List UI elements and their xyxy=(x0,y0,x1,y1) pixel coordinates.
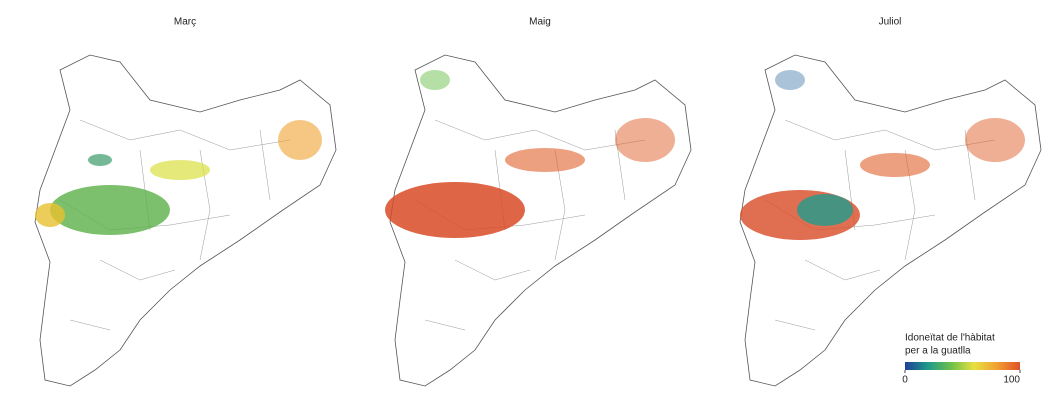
habitat-area xyxy=(385,182,525,238)
habitat-area xyxy=(775,70,805,90)
habitat-area xyxy=(35,203,65,227)
legend-title: Idoneïtat de l'hàbitat xyxy=(905,333,995,344)
legend: Idoneïtat de l'hàbitat per a la guatlla 0 1… xyxy=(902,333,1021,386)
legend-tick-label: 100 xyxy=(1003,375,1020,386)
habitat-area xyxy=(88,154,112,166)
panel-title: Març xyxy=(174,17,196,28)
panel-title: Maig xyxy=(529,17,551,28)
panel-title: Juliol xyxy=(879,17,902,28)
habitat-area xyxy=(50,185,170,235)
habitat-area xyxy=(965,118,1025,162)
habitat-area xyxy=(150,160,210,180)
map-panel xyxy=(739,54,1042,387)
legend-colorbar xyxy=(905,362,1020,370)
map-panel xyxy=(34,54,337,387)
habitat-area xyxy=(797,194,853,226)
habitat-area xyxy=(420,70,450,90)
legend-title: per a la guatlla xyxy=(905,346,971,357)
habitat-area xyxy=(615,118,675,162)
habitat-area xyxy=(860,153,930,177)
legend-tick-label: 0 xyxy=(902,375,908,386)
map-panel xyxy=(385,54,692,387)
habitat-area xyxy=(505,148,585,172)
habitat-area xyxy=(278,120,322,160)
